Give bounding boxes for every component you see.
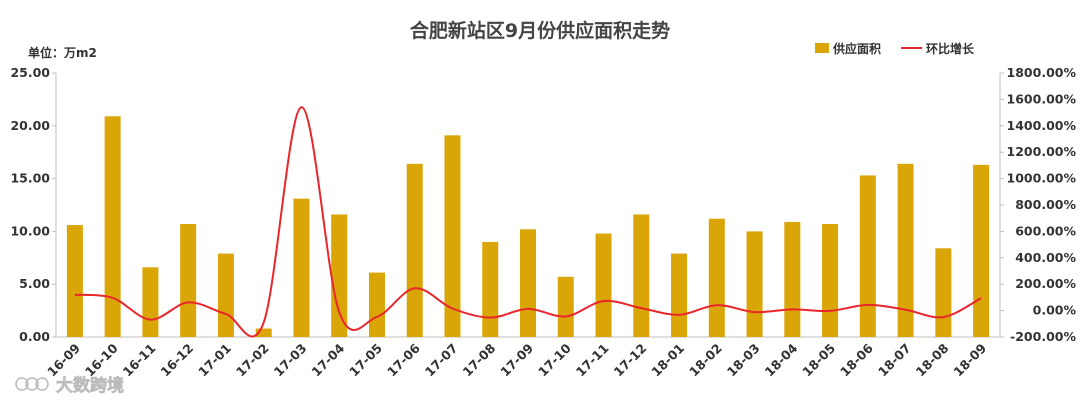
- x-tick-label: 17-07: [422, 341, 461, 380]
- y-left-ticks: 0.00 5.00 10.00 15.00 20.00 25.00: [10, 65, 56, 344]
- watermark-text: 大数跨境: [56, 375, 124, 396]
- x-tick-label: 17-12: [611, 341, 650, 380]
- watermark-logo-icon: [15, 377, 29, 391]
- x-tick-label: 16-09: [44, 341, 83, 380]
- y-right-tick-label: 200.00%: [1015, 276, 1076, 291]
- x-tick-label: 18-09: [950, 341, 989, 380]
- x-tick-label: 17-03: [271, 341, 310, 380]
- bar: [142, 267, 159, 337]
- bar: [293, 198, 310, 337]
- y-left-tick-label: 5.00: [19, 276, 50, 291]
- bar: [595, 233, 612, 337]
- bar: [444, 135, 461, 337]
- watermark: 大数跨境: [15, 375, 124, 396]
- y-left-tick-label: 15.00: [10, 171, 50, 186]
- x-tick-label: 17-02: [233, 341, 272, 380]
- y-right-tick-label: -200.00%: [1010, 329, 1076, 344]
- chart-title: 合肥新站区9月份供应面积走势: [410, 19, 670, 42]
- x-tick-label: 18-03: [724, 341, 763, 380]
- x-tick-label: 17-04: [308, 340, 347, 379]
- x-tick-label: 17-10: [535, 340, 574, 379]
- x-tick-label: 17-11: [573, 341, 612, 380]
- legend-line-label: 环比增长: [926, 41, 975, 56]
- y-right-tick-label: 1400.00%: [1007, 118, 1077, 133]
- bar: [406, 163, 423, 337]
- bar: [897, 163, 914, 337]
- legend-bar-swatch: [815, 43, 829, 53]
- bar: [255, 328, 272, 337]
- y-left-tick-label: 10.00: [10, 223, 50, 238]
- bar: [520, 229, 536, 337]
- x-tick-label: 18-06: [837, 340, 876, 379]
- x-tick-label: 17-06: [384, 340, 423, 379]
- y-left-tick-label: 25.00: [10, 65, 50, 80]
- bar: [671, 253, 688, 337]
- unit-label: 单位：万m2: [28, 45, 97, 60]
- bar: [331, 214, 348, 337]
- y-right-ticks: -200.00% 0.00% 200.00% 400.00% 600.00% 800.00…: [1000, 65, 1076, 344]
- x-tick-label: 18-01: [648, 341, 687, 380]
- watermark-logo-icon: [35, 377, 49, 391]
- x-tick-label: 18-08: [913, 341, 952, 380]
- bar: [784, 221, 801, 337]
- bar: [557, 276, 574, 337]
- y-left-tick-label: 20.00: [10, 118, 50, 133]
- bar: [746, 231, 763, 337]
- bar: [217, 253, 234, 337]
- y-right-tick-label: 1600.00%: [1007, 91, 1077, 106]
- x-tick-label: 16-11: [120, 341, 159, 380]
- bar: [368, 272, 385, 337]
- watermark-logo-icon: [25, 377, 39, 391]
- y-right-tick-label: 1200.00%: [1007, 144, 1077, 159]
- bar: [935, 248, 952, 337]
- line-series: [74, 106, 982, 338]
- bar: [708, 218, 725, 337]
- x-tick-label: 17-05: [346, 341, 385, 380]
- y-left-tick-label: 0.00: [19, 329, 50, 344]
- y-right-tick-label: 400.00%: [1015, 250, 1076, 265]
- bar: [104, 116, 121, 338]
- bar: [633, 214, 650, 337]
- bar: [66, 225, 83, 337]
- x-tick-label: 18-02: [686, 341, 725, 380]
- legend-bar-label: 供应面积: [832, 41, 881, 56]
- x-tick-label: 17-08: [459, 341, 498, 380]
- bar: [180, 224, 197, 337]
- x-tick-label: 18-04: [762, 340, 801, 379]
- bar: [859, 175, 876, 337]
- x-tick-label: 18-07: [875, 341, 914, 380]
- y-right-tick-label: 1000.00%: [1007, 171, 1077, 186]
- bar: [973, 164, 990, 337]
- bar-series: [66, 116, 990, 338]
- y-right-tick-label: 0.00%: [1033, 303, 1077, 318]
- y-right-tick-label: 1800.00%: [1007, 65, 1077, 80]
- bar: [822, 224, 839, 337]
- y-right-tick-label: 600.00%: [1015, 223, 1076, 238]
- x-tick-label: 17-01: [195, 341, 234, 380]
- bar: [482, 241, 499, 337]
- legend: 供应面积 环比增长: [815, 41, 975, 56]
- y-right-tick-label: 800.00%: [1015, 197, 1076, 212]
- x-tick-label: 16-12: [157, 341, 196, 380]
- x-axis-ticks: 16-0916-1016-1116-1217-0117-0217-0317-04…: [44, 340, 989, 379]
- x-tick-label: 16-10: [82, 340, 121, 379]
- x-tick-label: 17-09: [497, 341, 536, 380]
- x-tick-label: 18-05: [799, 341, 838, 380]
